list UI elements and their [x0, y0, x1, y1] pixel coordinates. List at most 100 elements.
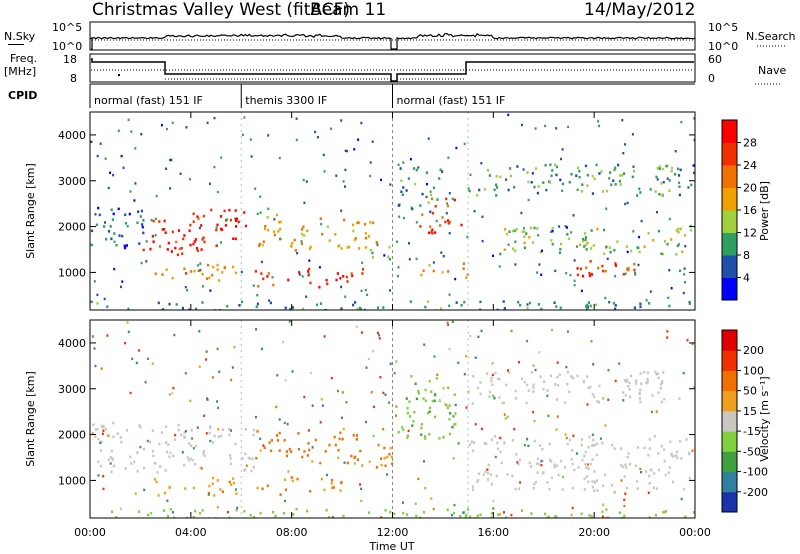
heatmap-noise-cell — [120, 507, 122, 510]
heatmap-cell — [165, 450, 169, 454]
heatmap-cell — [213, 434, 216, 438]
station-title: Christmas Valley West (fitACF) — [92, 0, 350, 20]
heatmap-noise-cell — [213, 116, 216, 120]
heatmap-noise-cell — [395, 414, 397, 417]
heatmap-cell — [336, 272, 339, 275]
heatmap-cell — [228, 208, 231, 212]
heatmap-cell — [554, 515, 557, 518]
heatmap-cell — [468, 189, 471, 193]
heatmap-noise-cell — [677, 243, 680, 246]
heatmap-noise-cell — [452, 415, 455, 418]
heatmap-noise-cell — [408, 242, 410, 245]
heatmap-noise-cell — [507, 113, 510, 117]
heatmap-cell — [585, 466, 588, 469]
heatmap-cell — [678, 185, 681, 188]
heatmap-cell — [623, 475, 626, 478]
heatmap-cell — [338, 437, 341, 441]
heatmap-noise-cell — [189, 399, 192, 403]
heatmap-noise-cell — [319, 421, 322, 424]
heatmap-noise-cell — [565, 272, 568, 275]
heatmap-cell — [494, 434, 497, 438]
heatmap-noise-cell — [308, 259, 311, 262]
heatmap-cell — [596, 489, 599, 492]
heatmap-cell — [408, 415, 412, 418]
heatmap-noise-cell — [378, 337, 381, 340]
heatmap-noise-cell — [184, 286, 187, 289]
heatmap-cell — [517, 462, 520, 466]
heatmap-noise-cell — [632, 230, 635, 233]
heatmap-cell — [463, 300, 466, 304]
heatmap-cell — [297, 432, 300, 435]
heatmap-cell — [448, 417, 451, 421]
heatmap-noise-cell — [591, 433, 594, 436]
heatmap-cell — [190, 429, 193, 432]
heatmap-cell — [194, 509, 197, 513]
heatmap-cell — [256, 302, 259, 306]
heatmap-cell — [526, 383, 529, 387]
heatmap-cell — [352, 303, 355, 307]
heatmap-cell — [503, 441, 506, 444]
heatmap-cell — [207, 263, 210, 267]
heatmap-noise-cell — [109, 462, 112, 465]
heatmap-cell — [661, 167, 664, 171]
heatmap-cell — [429, 225, 432, 228]
heatmap-noise-cell — [121, 280, 124, 283]
heatmap-cell — [632, 169, 635, 173]
colorbar-swatch — [722, 410, 737, 432]
heatmap-cell — [151, 235, 154, 238]
heatmap-cell — [388, 257, 391, 261]
heatmap-cell — [571, 376, 574, 380]
heatmap-noise-cell — [551, 476, 553, 479]
heatmap-cell — [447, 222, 450, 225]
heatmap-noise-cell — [425, 195, 428, 199]
heatmap-cell — [655, 487, 658, 490]
heatmap-noise-cell — [451, 197, 454, 201]
heatmap-cell — [97, 206, 100, 210]
heatmap-noise-cell — [520, 211, 523, 215]
heatmap-cell — [408, 400, 411, 403]
heatmap-cell — [393, 512, 396, 516]
heatmap-cell — [171, 230, 174, 234]
heatmap-cell — [291, 479, 294, 483]
heatmap-noise-cell — [124, 341, 127, 345]
heatmap-noise-cell — [433, 355, 436, 358]
heatmap-cell — [302, 225, 305, 229]
heatmap-noise-cell — [198, 330, 201, 333]
heatmap-cell — [490, 379, 493, 383]
heatmap-noise-cell — [357, 138, 360, 141]
heatmap-cell — [497, 513, 500, 517]
heatmap-cell — [579, 267, 582, 271]
heatmap-cell — [194, 444, 197, 448]
heatmap-cell — [152, 454, 155, 458]
heatmap-cell — [496, 441, 499, 445]
heatmap-noise-cell — [561, 148, 564, 151]
heatmap-cell — [192, 515, 195, 518]
heatmap-cell — [138, 424, 141, 427]
colorbar-swatch — [722, 277, 737, 301]
heatmap-noise-cell — [206, 398, 209, 401]
nsky-axis-top: 10^5 — [52, 21, 82, 34]
heatmap-cell — [306, 229, 309, 233]
heatmap-noise-cell — [275, 405, 278, 409]
heatmap-cell — [593, 489, 596, 493]
nsearch-axis-bottom: 10^0 — [708, 40, 738, 53]
colorbar-tick-label: 8 — [743, 249, 750, 262]
heatmap-cell — [506, 232, 509, 236]
velocity-heatmap — [91, 320, 695, 518]
heatmap-cell — [419, 204, 422, 207]
heatmap-cell — [549, 374, 552, 378]
heatmap-noise-cell — [91, 335, 94, 338]
heatmap-cell — [192, 220, 195, 223]
heatmap-noise-cell — [479, 300, 482, 304]
heatmap-noise-cell — [165, 167, 168, 170]
heatmap-cell — [678, 397, 681, 400]
heatmap-cell — [601, 510, 604, 514]
heatmap-cell — [658, 165, 661, 168]
heatmap-cell — [590, 273, 593, 276]
heatmap-noise-cell — [683, 273, 686, 276]
heatmap-cell — [603, 228, 606, 232]
heatmap-noise-cell — [384, 393, 387, 396]
heatmap-cell — [229, 457, 232, 460]
heatmap-cell — [441, 170, 444, 173]
